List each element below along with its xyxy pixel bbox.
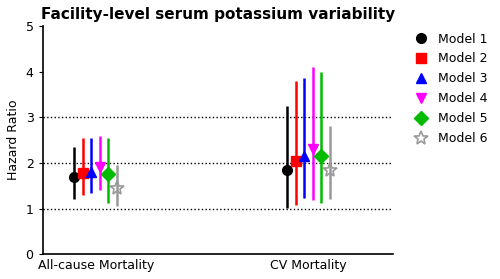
Title: Facility-level serum potassium variability: Facility-level serum potassium variabili… xyxy=(41,7,395,22)
Legend: Model 1, Model 2, Model 3, Model 4, Model 5, Model 6: Model 1, Model 2, Model 3, Model 4, Mode… xyxy=(403,28,492,150)
Y-axis label: Hazard Ratio: Hazard Ratio xyxy=(7,100,20,180)
